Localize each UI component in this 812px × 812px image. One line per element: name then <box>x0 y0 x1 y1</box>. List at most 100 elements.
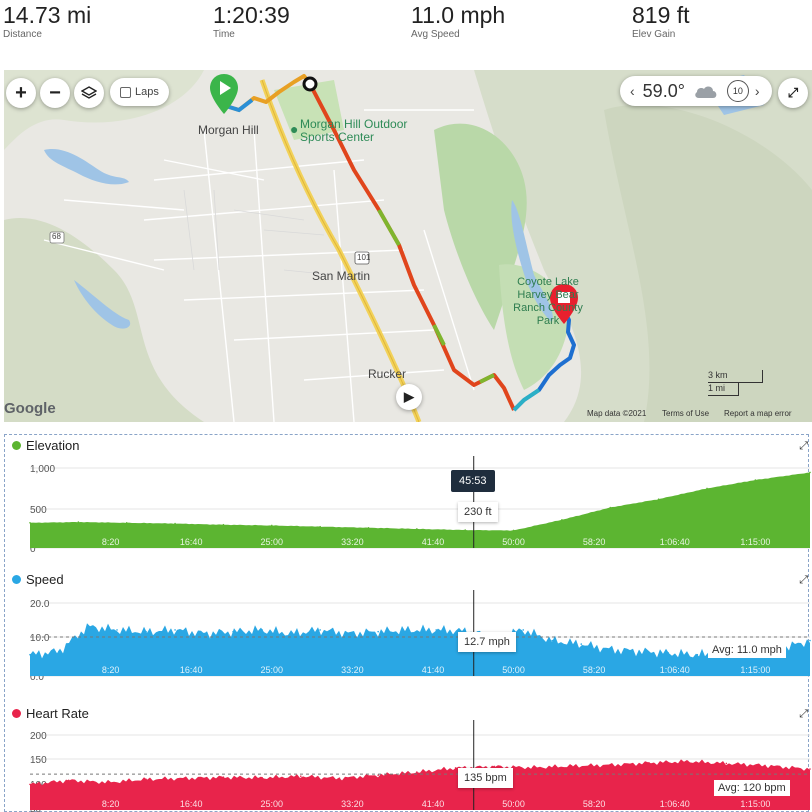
data-point <box>551 639 554 642</box>
terms-link[interactable]: Terms of Use <box>662 409 710 418</box>
data-point <box>754 479 757 481</box>
x-tick-label: 58:20 <box>583 665 606 675</box>
x-tick-label: 41:40 <box>422 537 445 547</box>
route-map[interactable]: Morgan Hill Morgan Hill Outdoor Sports C… <box>4 70 812 422</box>
layers-button[interactable] <box>74 78 104 108</box>
chevron-right-icon[interactable]: › <box>754 83 760 99</box>
zoom-out-button[interactable]: − <box>40 78 70 108</box>
x-tick-label: 50:00 <box>502 537 525 547</box>
x-tick-label: 58:20 <box>583 799 606 809</box>
x-tick-label: 1:06:40 <box>660 665 690 675</box>
data-point <box>261 776 263 779</box>
data-point <box>809 471 811 474</box>
play-button[interactable]: ▶ <box>396 384 422 410</box>
y-tick-label: 500 <box>30 505 47 516</box>
data-point <box>609 764 612 766</box>
data-point <box>348 632 350 635</box>
map-label-morgan-hill: Morgan Hill <box>198 123 259 137</box>
heart-rate-avg-label: Avg: 120 bpm <box>714 780 790 796</box>
x-tick-label: 1:06:40 <box>660 799 690 809</box>
series-area <box>30 623 810 676</box>
x-tick-label: 25:00 <box>261 799 284 809</box>
data-point <box>638 650 641 652</box>
heart-rate-dot-icon <box>12 709 21 718</box>
speed-dot-icon <box>12 575 21 584</box>
data-point <box>125 522 128 524</box>
scale-km: 3 km <box>708 370 763 383</box>
y-tick-label: 200 <box>30 731 47 742</box>
data-point <box>77 521 80 523</box>
stat-label: Distance <box>3 29 42 40</box>
map-label-san-martin: San Martin <box>312 269 371 283</box>
cursor-time-badge: 45:53 <box>451 470 495 492</box>
y-tick-label: 20.0 <box>30 599 50 610</box>
stat-elev-gain: 819 ft Elev Gain <box>632 2 690 41</box>
fullscreen-button[interactable]: ⤢ <box>778 78 808 108</box>
data-point <box>145 778 147 781</box>
data-point <box>454 767 457 769</box>
x-tick-label: 33:20 <box>341 799 364 809</box>
laps-label: Laps <box>135 86 159 98</box>
data-point <box>106 781 109 784</box>
heart-rate-title-text: Heart Rate <box>26 706 89 721</box>
data-point <box>406 629 408 631</box>
stat-time: 1:20:39 Time <box>213 2 290 41</box>
x-tick-label: 8:20 <box>102 665 120 675</box>
x-tick-label: 25:00 <box>261 665 284 675</box>
data-point <box>609 506 612 509</box>
data-point <box>145 630 147 633</box>
data-point <box>522 629 525 631</box>
heart-rate-expand-icon[interactable]: ⤢ <box>799 708 808 720</box>
hwy-68-shield: 68 <box>52 232 61 241</box>
data-point <box>290 632 292 635</box>
data-point <box>706 487 708 490</box>
finish-marker-icon[interactable] <box>550 284 578 324</box>
data-point <box>174 629 176 631</box>
data-point <box>377 630 379 633</box>
speed-chart[interactable]: Speed ⤢ 20.0 10.0 0.0 8:20 16:40 25:00 33:20 41… <box>4 570 812 682</box>
stat-avg-speed: 11.0 mph Avg Speed <box>411 2 505 41</box>
data-point <box>809 768 811 770</box>
data-point <box>809 639 811 642</box>
x-tick-label: 8:20 <box>102 799 120 809</box>
y-tick-label: 1,000 <box>30 464 55 475</box>
elevation-chart[interactable]: Elevation ⤢ 1,000 500 0 8:20 16:40 25:00 33:20… <box>4 436 812 556</box>
weather-widget[interactable]: ‹ 59.0° 10 › <box>620 76 772 106</box>
start-marker-icon[interactable] <box>210 74 238 114</box>
report-error-link[interactable]: Report a map error <box>724 409 792 418</box>
data-point <box>377 774 379 776</box>
x-tick-label: 16:40 <box>180 799 203 809</box>
chevron-left-icon[interactable]: ‹ <box>630 83 635 99</box>
stat-label: Elev Gain <box>632 29 676 40</box>
laps-checkbox[interactable] <box>120 86 131 98</box>
data-point <box>29 783 31 786</box>
data-point <box>609 648 612 651</box>
data-point <box>764 764 766 767</box>
layers-icon <box>81 86 97 99</box>
data-point <box>532 766 534 769</box>
elevation-expand-icon[interactable]: ⤢ <box>799 440 808 452</box>
x-tick-label: 41:40 <box>422 665 445 675</box>
stat-label: Avg Speed <box>411 29 460 40</box>
wind-indicator: 10 <box>726 80 749 102</box>
x-tick-label: 50:00 <box>502 799 525 809</box>
data-point <box>667 652 670 654</box>
speed-title-text: Speed <box>26 572 64 587</box>
data-point <box>183 777 186 780</box>
elevation-title: Elevation <box>12 438 79 453</box>
y-tick-label: 0.0 <box>30 672 44 682</box>
x-tick-label: 1:15:00 <box>740 799 770 809</box>
data-point <box>648 762 650 764</box>
data-point <box>174 522 176 525</box>
map-tiles <box>4 70 812 422</box>
data-point <box>416 771 418 773</box>
y-tick-label: 10.0 <box>30 633 50 644</box>
data-point <box>464 630 467 632</box>
expand-icon: ⤢ <box>787 85 799 100</box>
speed-expand-icon[interactable]: ⤢ <box>799 574 808 586</box>
heart-rate-chart[interactable]: Heart Rate ⤢ 200150100508:2016:4025:0033… <box>4 704 812 812</box>
data-point <box>87 625 89 628</box>
data-point <box>29 522 31 524</box>
zoom-in-button[interactable]: + <box>6 78 36 108</box>
laps-toggle[interactable]: Laps <box>110 78 169 106</box>
